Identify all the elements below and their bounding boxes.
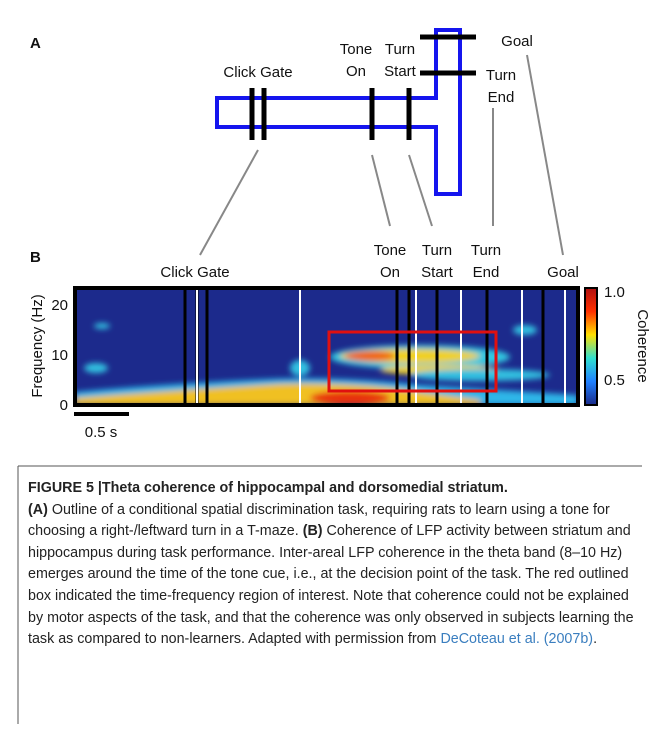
caption-tag: (B)	[302, 523, 323, 540]
label: Tone	[340, 41, 373, 58]
label: Turn	[385, 41, 415, 58]
label: On	[380, 264, 400, 281]
roi-box	[327, 330, 498, 393]
colorbar-tick: 1.0	[604, 284, 625, 301]
label: Goal	[547, 264, 579, 281]
label: Click Gate	[160, 264, 229, 281]
label: Turn	[471, 242, 501, 259]
caption-title: FIGURE 5 |Theta coherence of hippocampal…	[28, 480, 508, 496]
citation-link[interactable]: DeCoteau et al. (2007b)	[440, 631, 594, 648]
colorbar-label: Coherence	[634, 309, 651, 382]
caption: FIGURE 5 |Theta coherence of hippocampal…	[28, 478, 646, 651]
heatmap-frame	[73, 286, 580, 407]
heatmap	[75, 288, 578, 405]
label: End	[488, 89, 515, 106]
gates	[249, 34, 476, 140]
y-tick-label: 0	[60, 397, 68, 414]
caption-text: Coherence of LFP activity between striat…	[28, 523, 634, 648]
y-tick-label: 20	[51, 297, 68, 314]
label: Start	[384, 63, 417, 80]
panel-label: A	[30, 35, 41, 52]
maze	[215, 28, 462, 196]
label: Goal	[501, 33, 533, 50]
scale-label: 0.5 s	[85, 424, 118, 441]
colorbar-tick: 0.5	[604, 372, 625, 389]
y-axis-label: Frequency (Hz)	[29, 294, 46, 397]
panel-label: B	[30, 249, 41, 266]
label: Click Gate	[223, 64, 292, 81]
colorbar	[584, 287, 598, 406]
y-tick-label: 10	[51, 347, 68, 364]
label: On	[346, 63, 366, 80]
caption-text: Adapted with permission from	[248, 631, 437, 648]
label: End	[473, 264, 500, 281]
label: Turn	[422, 242, 452, 259]
label: Start	[421, 264, 454, 281]
label: Tone	[374, 242, 407, 259]
label: Turn	[486, 67, 516, 84]
connectors	[199, 54, 564, 256]
caption-text: Outline of a conditional spatial discrim…	[28, 501, 610, 540]
caption-text: .	[593, 631, 598, 648]
caption-tag: (A)	[28, 501, 48, 518]
